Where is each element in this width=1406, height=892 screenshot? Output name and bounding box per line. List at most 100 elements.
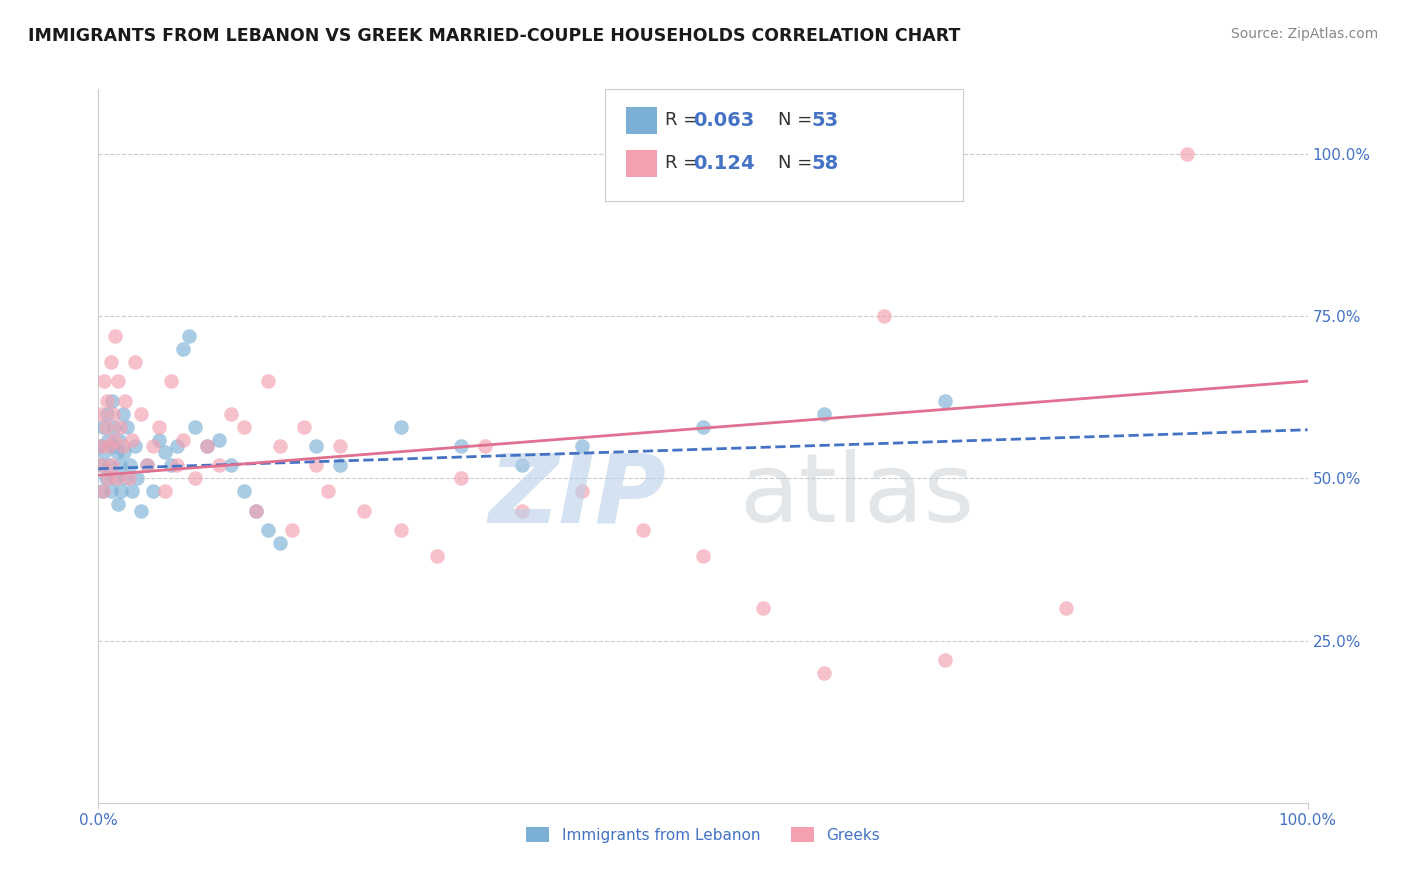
Point	[256, 374, 278, 388]
Point	[450, 439, 472, 453]
Point	[245, 504, 267, 518]
Point	[245, 504, 267, 518]
Text: N =: N =	[778, 154, 817, 172]
Legend: Immigrants from Lebanon, Greeks: Immigrants from Lebanon, Greeks	[520, 821, 886, 848]
Point	[571, 484, 593, 499]
Point	[91, 484, 114, 499]
Point	[195, 439, 218, 453]
Point	[101, 407, 124, 421]
Point	[256, 524, 278, 538]
Point	[101, 439, 124, 453]
Point	[172, 342, 194, 356]
Point	[208, 458, 231, 473]
Text: 58: 58	[811, 153, 838, 173]
Point	[305, 458, 328, 473]
Text: 0.124: 0.124	[693, 153, 755, 173]
Point	[873, 310, 896, 324]
Point	[450, 471, 472, 485]
Point	[97, 471, 120, 485]
Point	[89, 439, 111, 453]
Point	[117, 419, 139, 434]
Point	[184, 471, 207, 485]
Point	[934, 653, 956, 667]
Point	[108, 419, 131, 434]
Point	[108, 458, 131, 473]
Point	[90, 458, 112, 473]
Point	[103, 419, 125, 434]
Point	[172, 433, 194, 447]
Point	[316, 484, 339, 499]
Point	[94, 419, 117, 434]
Point	[91, 484, 114, 499]
Point	[118, 458, 141, 473]
Point	[813, 407, 835, 421]
Point	[107, 497, 129, 511]
Point	[160, 458, 183, 473]
Point	[208, 433, 231, 447]
Point	[105, 445, 128, 459]
Point	[103, 433, 125, 447]
Point	[111, 407, 134, 421]
Point	[105, 471, 128, 485]
Point	[93, 445, 115, 459]
Text: 0.063: 0.063	[693, 111, 755, 130]
Point	[135, 458, 157, 473]
Point	[118, 471, 141, 485]
Point	[91, 419, 114, 434]
Point	[153, 445, 176, 459]
Point	[179, 328, 201, 343]
Point	[112, 445, 135, 459]
Point	[135, 458, 157, 473]
Text: R =: R =	[665, 112, 704, 129]
Point	[93, 374, 115, 388]
Point	[97, 433, 120, 447]
Point	[1054, 601, 1077, 615]
Point	[110, 484, 132, 499]
Point	[389, 419, 412, 434]
Point	[148, 433, 170, 447]
Point	[90, 439, 112, 453]
Point	[89, 407, 111, 421]
Point	[160, 374, 183, 388]
Point	[692, 549, 714, 564]
Text: 53: 53	[811, 111, 838, 130]
Point	[96, 393, 118, 408]
Point	[631, 524, 654, 538]
Point	[184, 419, 207, 434]
Point	[934, 393, 956, 408]
Point	[329, 439, 352, 453]
Point	[114, 471, 136, 485]
Point	[292, 419, 315, 434]
Point	[510, 458, 533, 473]
Point	[752, 601, 775, 615]
Point	[100, 484, 122, 499]
Point	[129, 504, 152, 518]
Point	[129, 407, 152, 421]
Text: atlas: atlas	[740, 450, 974, 542]
Point	[124, 439, 146, 453]
Point	[329, 458, 352, 473]
Point	[389, 524, 412, 538]
Text: N =: N =	[778, 112, 817, 129]
Point	[269, 439, 291, 453]
Point	[104, 328, 127, 343]
Point	[98, 458, 121, 473]
Point	[353, 504, 375, 518]
Point	[571, 439, 593, 453]
Point	[166, 458, 188, 473]
Text: IMMIGRANTS FROM LEBANON VS GREEK MARRIED-COUPLE HOUSEHOLDS CORRELATION CHART: IMMIGRANTS FROM LEBANON VS GREEK MARRIED…	[28, 27, 960, 45]
Point	[148, 419, 170, 434]
Point	[114, 393, 136, 408]
Point	[474, 439, 496, 453]
Point	[94, 471, 117, 485]
Point	[153, 484, 176, 499]
Point	[692, 419, 714, 434]
Point	[100, 354, 122, 368]
Point	[100, 393, 122, 408]
Point	[281, 524, 304, 538]
Point	[108, 433, 131, 447]
Text: R =: R =	[665, 154, 704, 172]
Point	[221, 458, 243, 473]
Point	[91, 458, 114, 473]
Point	[195, 439, 218, 453]
